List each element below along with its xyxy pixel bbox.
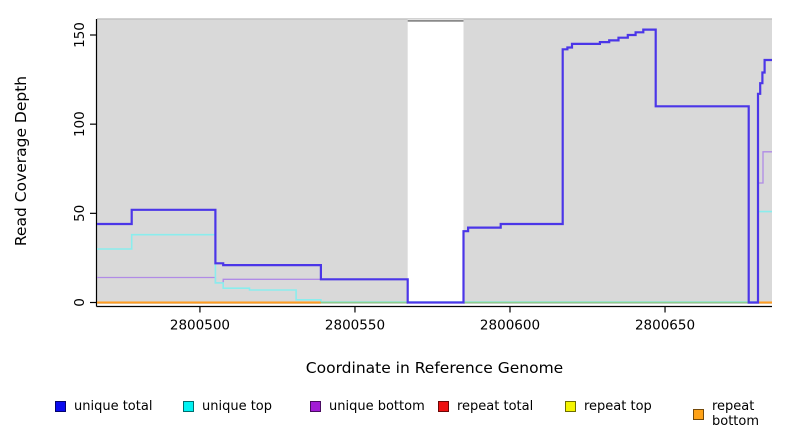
x-tick-label: 2800650 [635, 318, 695, 334]
y-tick-label: 100 [72, 111, 88, 137]
x-axis-title: Coordinate in Reference Genome [305, 359, 564, 377]
x-tick-label: 2800600 [480, 318, 540, 334]
y-tick-label: 0 [72, 298, 88, 307]
gap-region [407, 19, 464, 304]
x-tick-label: 2800550 [325, 318, 385, 334]
y-axis-title: Read Coverage Depth [12, 75, 30, 247]
y-tick-label: 50 [72, 205, 88, 222]
y-tick-label: 150 [72, 22, 88, 48]
x-tick-label: 2800500 [170, 318, 230, 334]
series-line-unique-total [97, 28, 772, 304]
